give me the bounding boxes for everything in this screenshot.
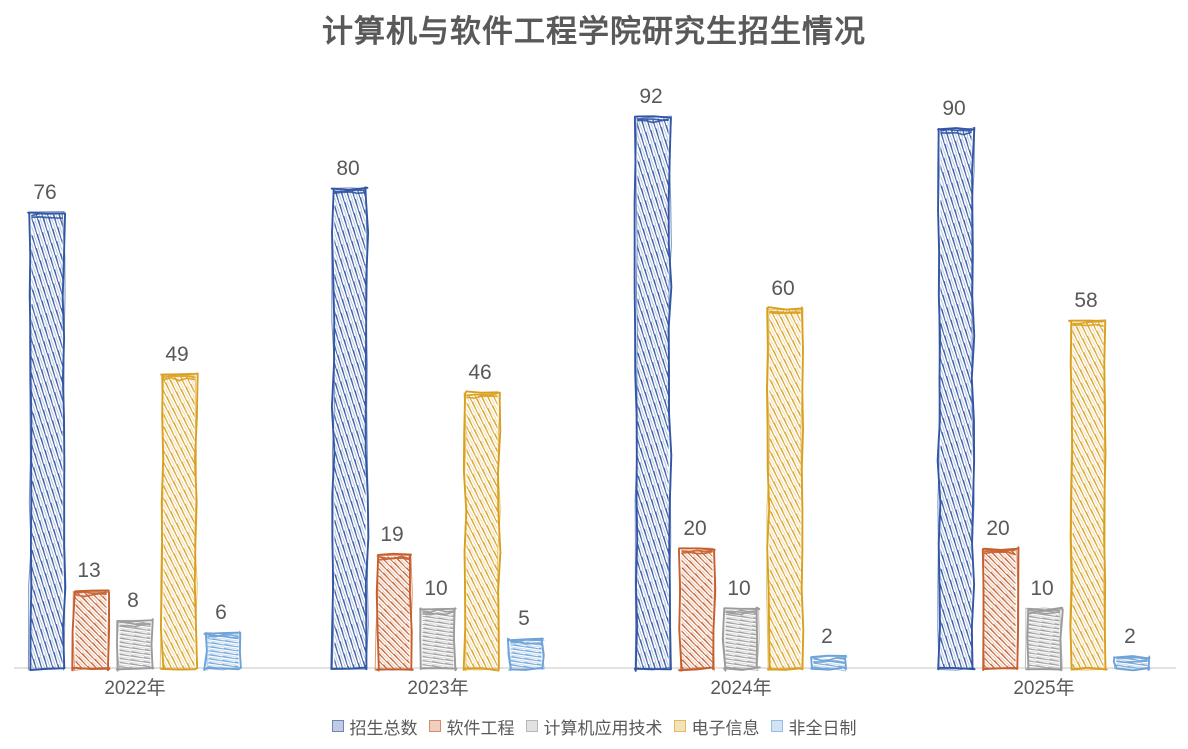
category-label: 2024年 (710, 677, 771, 699)
data-label: 2 (821, 625, 833, 648)
bar-software-engineering-2022: 13 (71, 559, 111, 672)
bar-total-enrollment-2025: 90 (936, 97, 976, 671)
data-label: 6 (215, 601, 227, 624)
data-label: 20 (986, 517, 1009, 540)
bar-part-time-2023: 5 (506, 607, 546, 671)
legend-label: 软件工程 (446, 718, 515, 738)
bar-electronic-information-2022: 49 (159, 343, 199, 671)
legend-item-computer-application-technology[interactable]: 计算机应用技术 (525, 714, 663, 739)
data-label: 13 (77, 559, 100, 582)
data-label: 46 (468, 361, 491, 384)
legend-label: 计算机应用技术 (543, 718, 663, 738)
legend-label: 招生总数 (349, 718, 418, 738)
category-label: 2022年 (104, 677, 165, 699)
bar-part-time-2025: 2 (1112, 625, 1151, 672)
bar-software-engineering-2024: 20 (677, 517, 717, 672)
legend-item-electronic-information[interactable]: 电子信息 (673, 714, 760, 739)
data-label: 60 (771, 277, 794, 300)
bar-computer-application-technology-2024: 10 (721, 577, 761, 672)
category-label: 2023年 (407, 677, 468, 699)
legend-marker (331, 720, 344, 732)
bar-electronic-information-2024: 60 (766, 277, 805, 671)
legend-label: 非全日制 (788, 718, 857, 738)
bar-total-enrollment-2024: 92 (633, 85, 673, 672)
bar-part-time-2024: 2 (810, 625, 849, 672)
bar-total-enrollment-2022: 76 (27, 181, 67, 672)
legend: 招生总数 软件工程 计算机应用技术 电子信息 非全日制 (0, 711, 1188, 741)
data-label: 58 (1074, 289, 1097, 312)
bar-total-enrollment-2023: 80 (330, 157, 370, 671)
legend-marker (673, 720, 686, 732)
data-label: 92 (639, 85, 662, 108)
bar-computer-application-technology-2023: 10 (419, 577, 458, 672)
data-label: 19 (380, 523, 403, 546)
data-label: 5 (518, 607, 530, 630)
legend-marker (525, 720, 538, 732)
bar-electronic-information-2025: 58 (1068, 289, 1108, 671)
data-label: 80 (336, 157, 359, 180)
data-label: 10 (727, 577, 750, 600)
data-label: 49 (165, 343, 188, 366)
bar-chart-plot: 76 80 92 90 13 19 20 20 8 10 10 10 49 46 60 58 6 5 2 2 2022年… (14, 85, 1176, 699)
data-label: 76 (33, 181, 56, 204)
data-label: 10 (1030, 577, 1053, 600)
legend-label: 电子信息 (691, 718, 760, 738)
legend-marker (770, 720, 783, 732)
bar-electronic-information-2023: 46 (461, 361, 502, 672)
chart-title: 计算机与软件工程学院研究生招生情况 (322, 14, 866, 49)
legend-item-part-time[interactable]: 非全日制 (770, 714, 857, 739)
legend-marker (428, 720, 441, 732)
bar-computer-application-technology-2025: 10 (1024, 577, 1064, 672)
data-label: 20 (683, 517, 706, 540)
data-label: 10 (424, 577, 447, 600)
bar-software-engineering-2025: 20 (981, 517, 1020, 671)
data-label: 2 (1124, 625, 1136, 648)
category-label: 2025年 (1013, 677, 1074, 699)
bar-computer-application-technology-2022: 8 (115, 589, 155, 672)
legend-item-total-enrollment[interactable]: 招生总数 (331, 714, 418, 739)
bar-part-time-2022: 6 (203, 601, 242, 671)
data-label: 90 (942, 97, 965, 120)
legend-item-software-engineering[interactable]: 软件工程 (428, 714, 515, 739)
data-label: 8 (127, 589, 139, 612)
bar-software-engineering-2023: 19 (374, 523, 414, 672)
